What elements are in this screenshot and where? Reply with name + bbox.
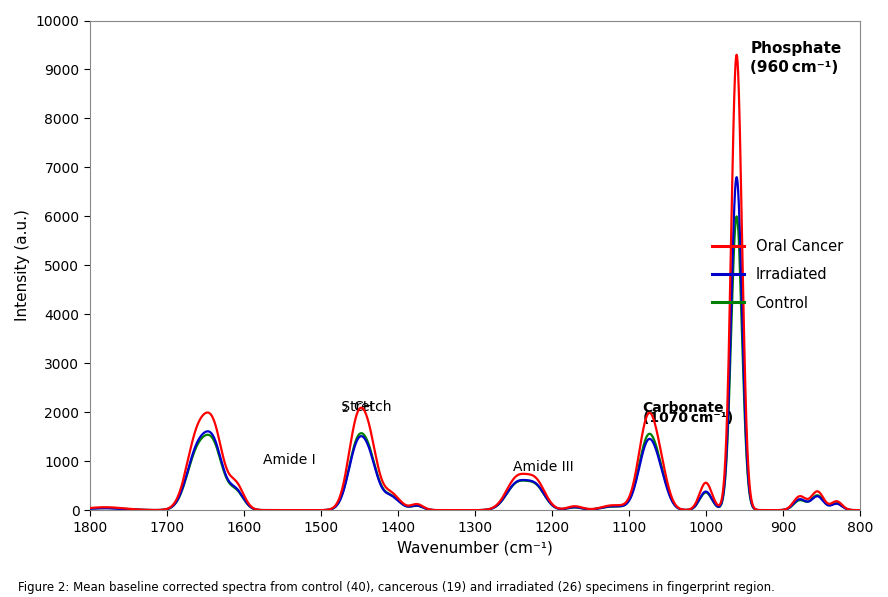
Text: 2: 2: [341, 404, 347, 414]
Text: (1070 cm⁻¹): (1070 cm⁻¹): [643, 411, 733, 425]
Y-axis label: Intensity (a.u.): Intensity (a.u.): [15, 210, 30, 321]
Text: Carbonate: Carbonate: [643, 401, 725, 415]
Text: Phosphate: Phosphate: [750, 41, 842, 56]
Text: Amide I: Amide I: [263, 453, 316, 467]
Text: (960 cm⁻¹): (960 cm⁻¹): [750, 60, 839, 75]
X-axis label: Wavenumber (cm⁻¹): Wavenumber (cm⁻¹): [397, 540, 552, 555]
Text: Amide III: Amide III: [513, 460, 574, 475]
Text: Stretch: Stretch: [337, 400, 392, 414]
Text: CH: CH: [353, 400, 373, 414]
Text: Figure 2: Mean baseline corrected spectra from control (40), cancerous (19) and : Figure 2: Mean baseline corrected spectr…: [18, 581, 774, 594]
Legend: Oral Cancer, Irradiated, Control: Oral Cancer, Irradiated, Control: [706, 233, 849, 316]
